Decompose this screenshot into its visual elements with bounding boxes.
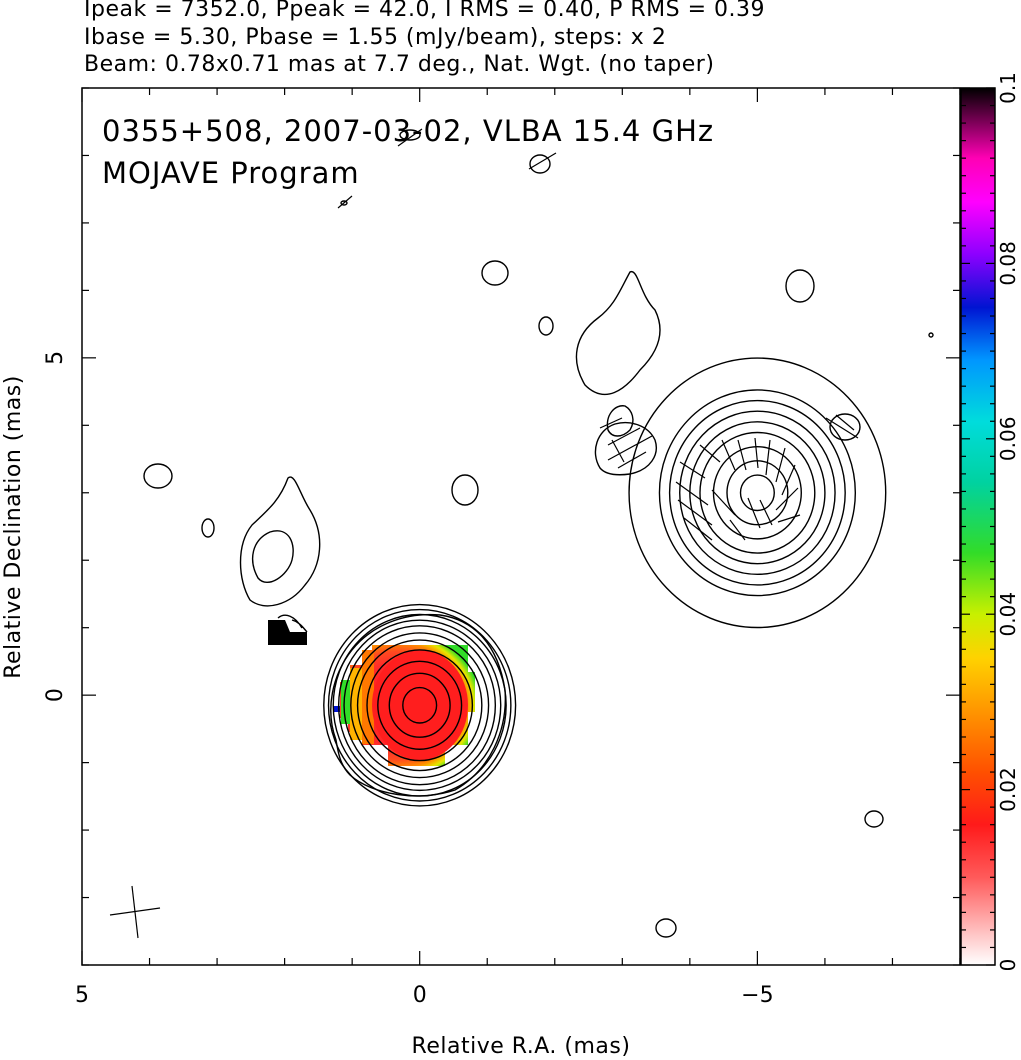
contour-core xyxy=(366,649,474,762)
contour-secondary xyxy=(668,399,846,586)
contour-core xyxy=(388,672,451,738)
y-axis-title: Relative Declination (mas) xyxy=(1,375,26,679)
colorbar-tick-label: 0.1 xyxy=(996,72,1020,104)
contour-secondary xyxy=(679,410,836,576)
x-tick-label: 0 xyxy=(413,983,427,1008)
map-subtitle: MOJAVE Program xyxy=(102,156,360,190)
colorbar-ticks xyxy=(961,87,995,966)
colorbar-tick-label: 0.06 xyxy=(996,417,1020,462)
contour-secondary xyxy=(699,431,816,554)
polarization-black-patch xyxy=(268,620,307,645)
contour-core xyxy=(343,625,497,786)
map-title: 0355+508, 2007-03-02, VLBA 15.4 GHz xyxy=(102,114,714,148)
polarization-vectors xyxy=(337,128,859,541)
contour-core xyxy=(402,686,438,724)
contour-core xyxy=(350,632,490,779)
y-tick-label: 5 xyxy=(43,351,68,365)
contour-secondary xyxy=(658,389,857,597)
colorbar-tick-label: 0 xyxy=(996,959,1020,972)
beam-cross xyxy=(109,885,161,939)
axis-tick-labels: 5 0 −5 5 0 xyxy=(43,351,774,1008)
contour-core xyxy=(323,603,517,807)
extended-contours xyxy=(143,129,934,938)
axis-ticks xyxy=(81,87,961,966)
polarization-color-map xyxy=(334,645,475,766)
colorbar-tick-label: 0.08 xyxy=(996,241,1020,286)
y-tick-label: 0 xyxy=(43,688,68,702)
contour-core xyxy=(327,608,512,802)
colorbar-tick-label: 0.04 xyxy=(996,592,1020,637)
contour-secondary xyxy=(739,474,775,512)
contour-core xyxy=(337,619,502,792)
colorbar xyxy=(960,87,996,966)
contour-secondary xyxy=(712,445,802,540)
x-tick-label: −5 xyxy=(741,983,773,1008)
colorbar-tick-label: 0.02 xyxy=(996,767,1020,812)
contour-secondary xyxy=(689,421,826,565)
header-stats-line2: Ibase = 5.30, Pbase = 1.55 (mJy/beam), s… xyxy=(84,25,667,50)
contour-core xyxy=(377,660,463,750)
colorbar-tick-labels: 0 0.02 0.04 0.06 0.08 0.1 xyxy=(996,72,1020,971)
x-axis-title: Relative R.A. (mas) xyxy=(412,1034,631,1059)
header-stats-line1: Ipeak = 7352.0, Ppeak = 42.0, I RMS = 0.… xyxy=(84,0,765,22)
contour-secondary xyxy=(628,357,887,629)
contour-core xyxy=(356,639,483,772)
header-beam-line3: Beam: 0.78x0.71 mas at 7.7 deg., Nat. Wg… xyxy=(84,52,715,77)
plot-frame xyxy=(81,87,961,966)
x-tick-label: 5 xyxy=(75,983,89,1008)
